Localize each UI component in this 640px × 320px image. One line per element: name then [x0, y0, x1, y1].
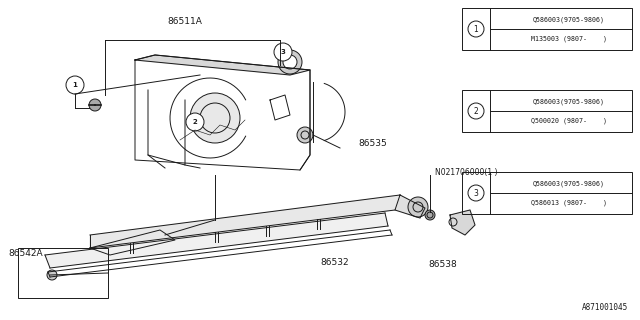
Bar	[462, 172, 632, 214]
Bar	[462, 8, 632, 50]
Bar	[18, 248, 108, 298]
Text: 1: 1	[72, 82, 77, 88]
Circle shape	[297, 127, 313, 143]
Circle shape	[274, 43, 292, 61]
Bar	[462, 90, 632, 132]
Text: Q586003(9705-9806): Q586003(9705-9806)	[533, 16, 605, 23]
Circle shape	[425, 210, 435, 220]
Text: 86511A: 86511A	[168, 18, 202, 27]
Circle shape	[468, 103, 484, 119]
Text: 3: 3	[280, 49, 285, 55]
Polygon shape	[45, 213, 388, 268]
Text: 2: 2	[474, 107, 478, 116]
Text: 3: 3	[474, 188, 479, 197]
Circle shape	[468, 185, 484, 201]
Text: 2: 2	[193, 119, 197, 125]
Circle shape	[47, 270, 57, 280]
Polygon shape	[135, 55, 310, 75]
Text: Q500020 (9807-    ): Q500020 (9807- )	[531, 117, 607, 124]
Text: M135003 (9807-    ): M135003 (9807- )	[531, 36, 607, 42]
Circle shape	[278, 50, 302, 74]
Circle shape	[89, 99, 101, 111]
Text: 1: 1	[474, 25, 478, 34]
Text: 86535: 86535	[358, 139, 387, 148]
Polygon shape	[395, 195, 425, 218]
Text: Q586003(9705-9806): Q586003(9705-9806)	[533, 180, 605, 187]
Text: 86538: 86538	[429, 260, 458, 269]
Text: 86542A: 86542A	[8, 249, 43, 258]
Polygon shape	[450, 210, 475, 235]
Text: N021706000(1 ): N021706000(1 )	[435, 169, 497, 178]
Circle shape	[283, 55, 297, 69]
Text: Q586003(9705-9806): Q586003(9705-9806)	[533, 98, 605, 105]
Text: A871001045: A871001045	[582, 303, 628, 312]
Polygon shape	[90, 195, 400, 248]
Circle shape	[66, 76, 84, 94]
Circle shape	[468, 21, 484, 37]
Circle shape	[190, 93, 240, 143]
Text: Q586013 (9807-    ): Q586013 (9807- )	[531, 199, 607, 206]
Circle shape	[186, 113, 204, 131]
Text: 86532: 86532	[321, 258, 349, 267]
Circle shape	[408, 197, 428, 217]
